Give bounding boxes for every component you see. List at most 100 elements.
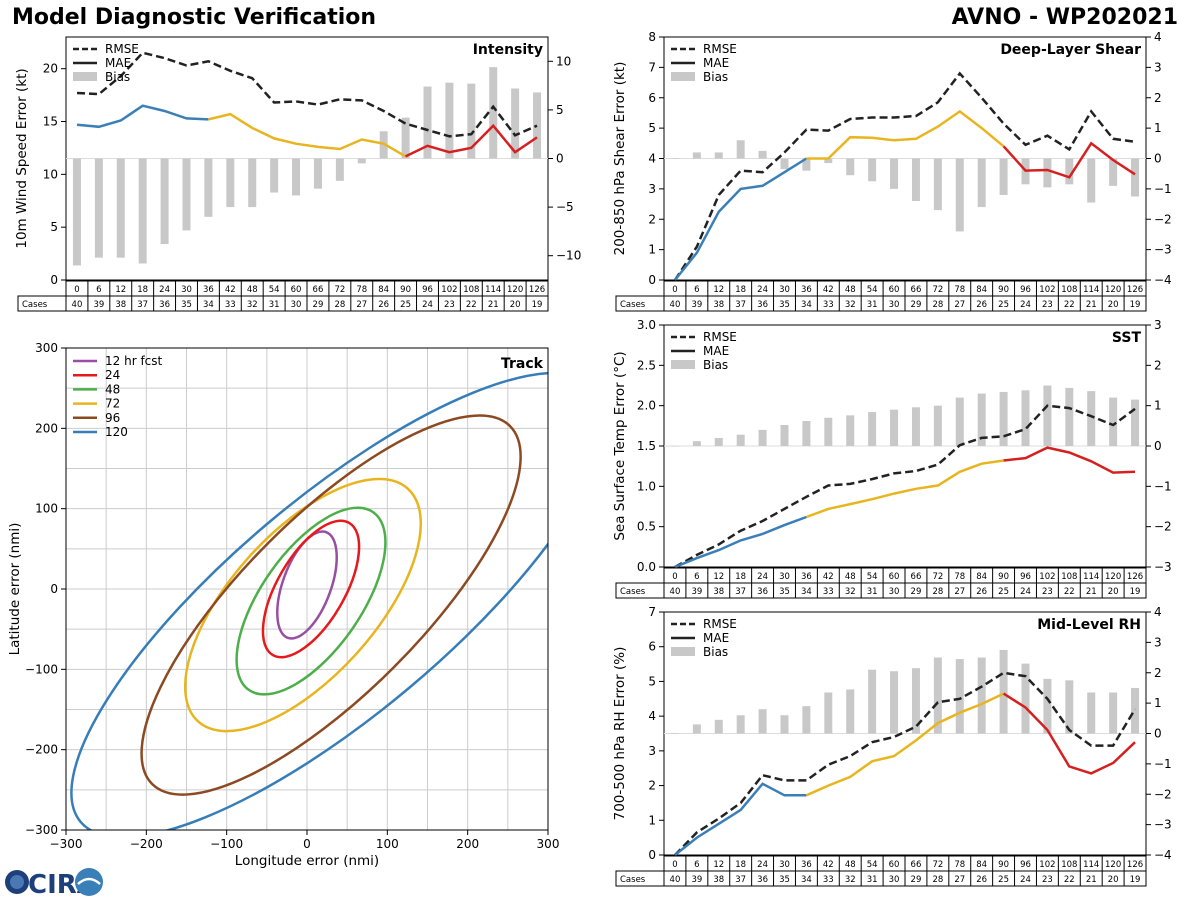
sst-forecast-hour: 12	[713, 572, 724, 582]
rh-bias-bar	[1065, 680, 1074, 734]
sst-case-count: 20	[1108, 587, 1119, 597]
sst-case-count: 38	[713, 587, 724, 597]
rh-y2tick-label: −2	[1154, 787, 1172, 801]
intensity-mae-line-segment	[76, 104, 209, 129]
intensity-forecast-hour: 24	[159, 285, 170, 295]
sst-case-count: 39	[691, 587, 702, 597]
sst-case-count: 29	[911, 587, 922, 597]
intensity-case-count: 37	[137, 300, 148, 310]
intensity-bias-bar	[204, 158, 213, 217]
rh-bias-bar	[1109, 692, 1118, 734]
rh-mae-line-segment	[805, 692, 1005, 797]
shear-bias-bar	[933, 158, 942, 211]
shear-y2tick-label: −1	[1154, 182, 1172, 196]
sst-forecast-hour: 66	[911, 572, 922, 582]
shear-ytick-label: 3	[648, 182, 656, 196]
intensity-ytick-label: 0	[50, 273, 58, 287]
rh-bias-bar	[802, 706, 811, 734]
sst-title: SST	[1112, 330, 1142, 346]
shear-ytick-label: 8	[648, 30, 656, 44]
intensity-bias-bar	[248, 158, 257, 208]
intensity-forecast-hour: 72	[334, 285, 345, 295]
shear-forecast-hour: 120	[1105, 285, 1121, 295]
shear-bias-bar	[868, 158, 877, 182]
intensity-y2tick-label: 5	[556, 103, 564, 117]
rh-ytick-label: 3	[648, 744, 656, 758]
rh-case-count: 34	[801, 875, 812, 885]
rh-forecast-hour: 120	[1105, 860, 1121, 870]
rh-case-count: 25	[998, 875, 1009, 885]
shear-case-count: 21	[1086, 300, 1097, 310]
intensity-bias-bar	[116, 158, 125, 258]
intensity-bias-bar	[423, 86, 432, 159]
sst-y2tick-label: −2	[1154, 520, 1172, 534]
rh-forecast-hour: 48	[845, 860, 856, 870]
shear-bias-bar	[1109, 158, 1118, 186]
shear-case-count: 25	[998, 300, 1009, 310]
shear-case-count: 37	[735, 300, 746, 310]
shear-forecast-hour: 30	[779, 285, 790, 295]
sst-forecast-hour: 48	[845, 572, 856, 582]
intensity-forecast-hour: 114	[485, 285, 501, 295]
sst-y2tick-label: −1	[1154, 479, 1172, 493]
intensity-ytick-label: 5	[50, 220, 58, 234]
track-ytick-label: −200	[25, 743, 58, 757]
rh-ytick-label: 0	[648, 848, 656, 862]
intensity-bias-bar	[467, 83, 476, 159]
intensity-legend-bias-label: Bias	[105, 70, 130, 84]
intensity-case-count: 20	[510, 300, 521, 310]
track-legend-label: 96	[105, 411, 120, 425]
rh-forecast-hour: 78	[954, 860, 965, 870]
rh-rmse-line	[674, 671, 1137, 856]
rh-bias-bar	[1131, 687, 1140, 734]
shear-bias-bar	[670, 158, 679, 159]
shear-y2tick-label: 3	[1154, 60, 1162, 74]
sst-mae-line-segment	[1003, 446, 1136, 474]
rh-bias-bar	[1021, 663, 1030, 734]
rh-forecast-hour: 72	[932, 860, 943, 870]
intensity-rmse-line	[76, 51, 538, 138]
intensity-bias-bar	[94, 158, 103, 258]
intensity-case-count: 21	[488, 300, 499, 310]
sst-legend-bias-swatch	[671, 360, 695, 369]
track-legend-label: 24	[105, 368, 120, 382]
sst-bias-bar	[736, 434, 745, 446]
sst-bias-bar	[1065, 387, 1074, 446]
rh-forecast-hour: 30	[779, 860, 790, 870]
rh-ylabel: 700-500 hPa RH Error (%)	[612, 647, 628, 821]
track-xtick-label: −200	[130, 837, 163, 851]
rh-y2tick-label: −1	[1154, 757, 1172, 771]
shear-forecast-hour: 6	[694, 285, 699, 295]
shear-legend-bias-label: Bias	[703, 70, 728, 84]
intensity-cases-label-cell	[17, 295, 67, 312]
sst-forecast-hour: 114	[1083, 572, 1099, 582]
shear-case-count: 23	[1042, 300, 1053, 310]
rh-bias-bar	[780, 715, 789, 734]
shear-forecast-hour: 102	[1039, 285, 1055, 295]
rh-forecast-hour: 36	[801, 860, 812, 870]
rh-legend-bias-label: Bias	[703, 645, 728, 659]
sst-ytick-label: 2.5	[637, 358, 656, 372]
rh-forecast-hour: 66	[911, 860, 922, 870]
shear-case-count: 34	[801, 300, 812, 310]
track-xtick-label: −100	[210, 837, 243, 851]
track-ytick-label: 100	[35, 502, 58, 516]
rh-bias-bar	[736, 715, 745, 734]
shear-ytick-label: 4	[648, 152, 656, 166]
intensity-legend-rmse-label: RMSE	[105, 42, 139, 56]
rh-case-count: 27	[954, 875, 965, 885]
rh-forecast-hour: 96	[1020, 860, 1031, 870]
shear-y2tick-label: 4	[1154, 30, 1162, 44]
shear-ytick-label: 0	[648, 273, 656, 287]
track-ellipse	[235, 506, 387, 696]
sst-bias-bar	[692, 441, 701, 446]
shear-cases-label: Cases	[620, 300, 646, 310]
shear-case-count: 31	[867, 300, 878, 310]
sst-legend-rmse-label: RMSE	[703, 330, 737, 344]
intensity-case-count: 23	[444, 300, 455, 310]
cira-logo: CIRA	[5, 868, 103, 900]
rh-ytick-label: 5	[648, 674, 656, 688]
rh-bias-bar	[758, 709, 767, 734]
sst-y2tick-label: 1	[1154, 399, 1162, 413]
shear-forecast-hour: 0	[672, 285, 677, 295]
